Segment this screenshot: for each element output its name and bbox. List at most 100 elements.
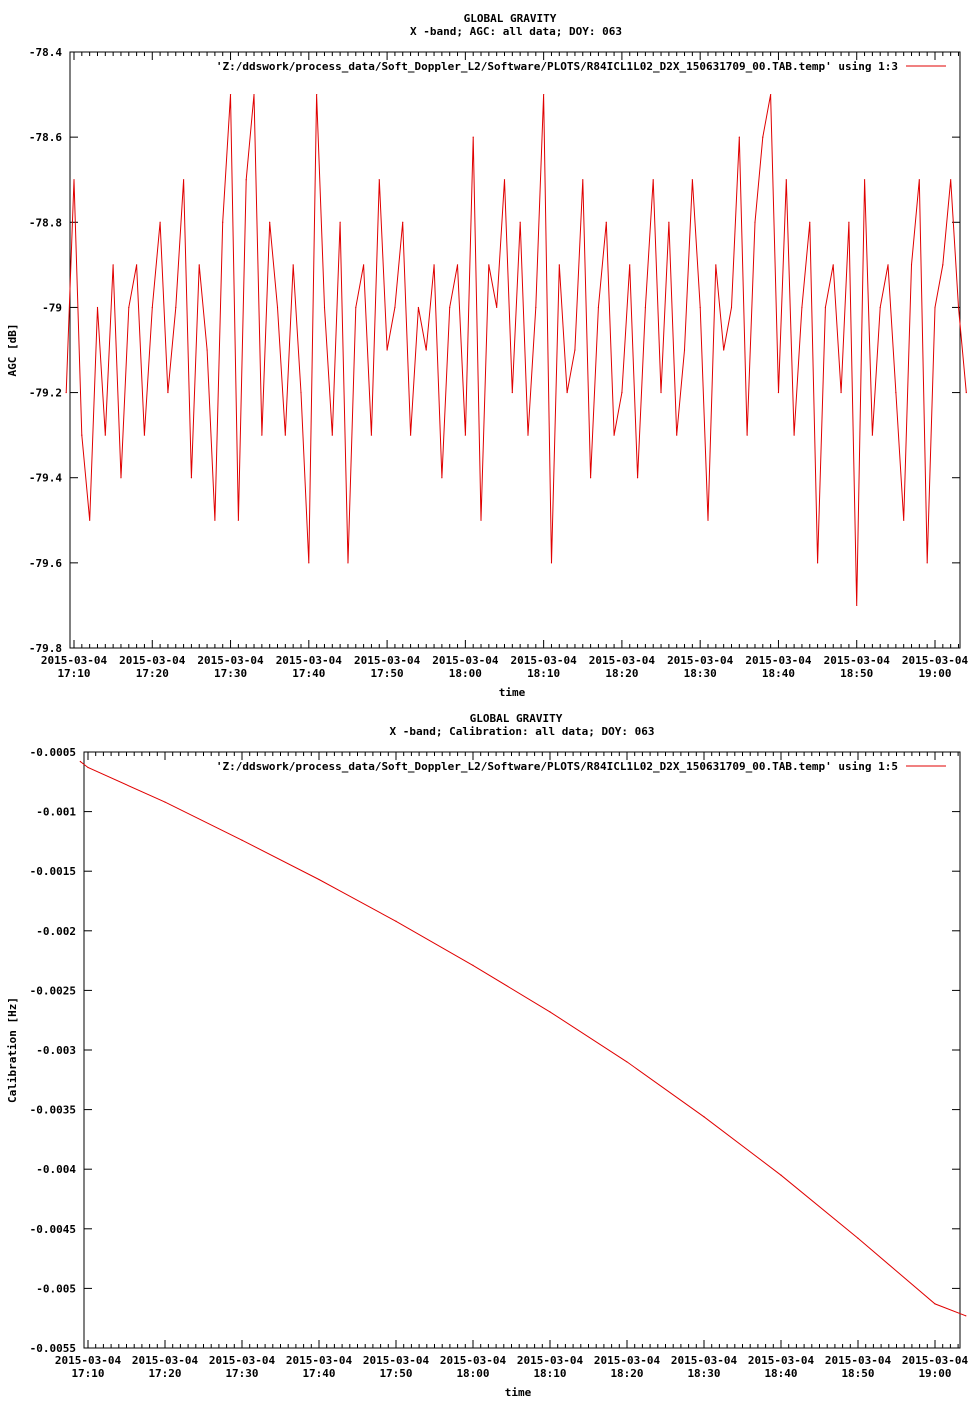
agc-x-ticks: 2015-03-0417:102015-03-0417:202015-03-04… bbox=[41, 52, 968, 680]
calibration-legend-label: 'Z:/ddswork/process_data/Soft_Doppler_L2… bbox=[216, 760, 898, 773]
agc-data-point bbox=[331, 434, 333, 436]
agc-data-point bbox=[284, 434, 286, 436]
agc-data-point bbox=[261, 434, 263, 436]
agc-data-point bbox=[104, 434, 106, 436]
agc-x-tick-time: 17:20 bbox=[136, 667, 169, 680]
agc-data-point bbox=[942, 264, 944, 266]
agc-data-point bbox=[136, 264, 138, 266]
agc-data-point bbox=[965, 391, 967, 394]
agc-data-point bbox=[668, 221, 670, 223]
agc-data-point bbox=[496, 306, 498, 309]
calibration-y-tick-label: -0.004 bbox=[36, 1163, 76, 1176]
agc-data-point bbox=[363, 264, 365, 266]
agc-y-tick-label: -79.6 bbox=[29, 557, 62, 570]
agc-data-point bbox=[339, 221, 341, 223]
agc-data-point bbox=[738, 136, 740, 138]
agc-data-point bbox=[848, 221, 850, 223]
agc-data-point bbox=[323, 306, 326, 309]
calibration-chart-subtitle: X -band; Calibration: all data; DOY: 063 bbox=[390, 725, 655, 738]
calibration-x-tick-time: 18:00 bbox=[456, 1367, 489, 1380]
agc-data-point bbox=[182, 179, 185, 181]
agc-data-point bbox=[276, 306, 279, 309]
agc-data-point bbox=[308, 562, 310, 564]
agc-data-point bbox=[590, 477, 592, 479]
agc-data-point bbox=[245, 179, 247, 181]
agc-x-tick-date: 2015-03-04 bbox=[824, 654, 891, 667]
agc-data-point bbox=[730, 306, 733, 309]
calibration-x-axis-label: time bbox=[505, 1386, 532, 1399]
agc-data-point bbox=[519, 221, 521, 223]
agc-data-point bbox=[660, 391, 662, 394]
agc-data-point bbox=[863, 179, 866, 181]
calibration-y-tick-label: -0.002 bbox=[36, 925, 76, 938]
agc-data-point bbox=[300, 391, 302, 394]
agc-data-point bbox=[159, 221, 161, 223]
agc-data-point bbox=[629, 264, 631, 266]
agc-data-point bbox=[887, 264, 889, 266]
agc-data-point bbox=[903, 519, 905, 521]
agc-x-tick-date: 2015-03-04 bbox=[354, 654, 421, 667]
agc-data-point bbox=[621, 391, 623, 394]
agc-x-tick-date: 2015-03-04 bbox=[745, 654, 812, 667]
calibration-x-tick-date: 2015-03-04 bbox=[671, 1354, 738, 1367]
agc-data-point bbox=[253, 93, 255, 96]
calibration-x-tick-date: 2015-03-04 bbox=[132, 1354, 199, 1367]
agc-data-point bbox=[856, 604, 858, 607]
agc-data-point bbox=[198, 264, 200, 266]
agc-x-tick-time: 18:20 bbox=[605, 667, 638, 680]
agc-x-tick-date: 2015-03-04 bbox=[511, 654, 578, 667]
agc-data-point bbox=[269, 221, 271, 223]
agc-data-point bbox=[511, 391, 513, 394]
calibration-data-point bbox=[965, 1315, 967, 1317]
calibration-x-tick-time: 17:30 bbox=[225, 1367, 258, 1380]
agc-data-point bbox=[222, 221, 224, 223]
calibration-x-tick-date: 2015-03-04 bbox=[209, 1354, 276, 1367]
agc-data-point bbox=[770, 93, 772, 96]
agc-data-point bbox=[128, 306, 130, 309]
calibration-x-tick-time: 17:20 bbox=[148, 1367, 181, 1380]
agc-data-point bbox=[910, 264, 913, 266]
agc-data-point bbox=[613, 434, 615, 436]
calibration-legend: 'Z:/ddswork/process_data/Soft_Doppler_L2… bbox=[216, 760, 946, 773]
agc-chart-title: GLOBAL GRAVITY bbox=[464, 12, 557, 25]
agc-data-point bbox=[96, 306, 99, 309]
agc-data-point bbox=[777, 391, 780, 394]
calibration-data-point bbox=[472, 964, 474, 966]
calibration-x-tick-date: 2015-03-04 bbox=[517, 1354, 584, 1367]
agc-data-point bbox=[120, 477, 122, 479]
calibration-y-tick-label: -0.0035 bbox=[30, 1104, 76, 1117]
agc-data-point bbox=[707, 519, 709, 521]
agc-data-point bbox=[378, 179, 380, 181]
calibration-data-point bbox=[164, 801, 166, 803]
calibration-plot-frame bbox=[83, 751, 961, 1349]
agc-y-tick-label: -78.8 bbox=[29, 216, 62, 229]
agc-data-point bbox=[636, 477, 639, 479]
agc-x-tick-time: 18:40 bbox=[762, 667, 795, 680]
calibration-data-point bbox=[549, 1011, 551, 1013]
agc-chart-subtitle: X -band; AGC: all data; DOY: 063 bbox=[410, 25, 622, 38]
agc-data-point bbox=[597, 306, 600, 309]
calibration-x-tick-time: 18:50 bbox=[841, 1367, 874, 1380]
agc-data-point bbox=[394, 306, 396, 309]
agc-data-point bbox=[81, 434, 83, 436]
agc-x-tick-date: 2015-03-04 bbox=[41, 654, 108, 667]
agc-data-point bbox=[574, 349, 576, 351]
calibration-x-tick-date: 2015-03-04 bbox=[825, 1354, 892, 1367]
agc-data-point bbox=[143, 434, 146, 436]
agc-data-point bbox=[503, 179, 506, 181]
agc-data-point bbox=[832, 264, 834, 266]
agc-data-point bbox=[214, 519, 216, 521]
agc-data-point bbox=[237, 519, 239, 521]
calibration-y-tick-label: -0.003 bbox=[36, 1044, 76, 1057]
agc-y-tick-label: -79.8 bbox=[29, 642, 62, 655]
agc-data-point bbox=[480, 519, 482, 521]
agc-data-point bbox=[605, 221, 607, 223]
agc-x-tick-time: 17:10 bbox=[57, 667, 90, 680]
calibration-series-points bbox=[79, 760, 967, 1317]
agc-data-point bbox=[691, 179, 693, 181]
agc-data-point bbox=[840, 391, 842, 394]
agc-x-tick-time: 18:50 bbox=[840, 667, 873, 680]
agc-data-point bbox=[167, 391, 169, 394]
agc-data-point bbox=[746, 434, 748, 436]
